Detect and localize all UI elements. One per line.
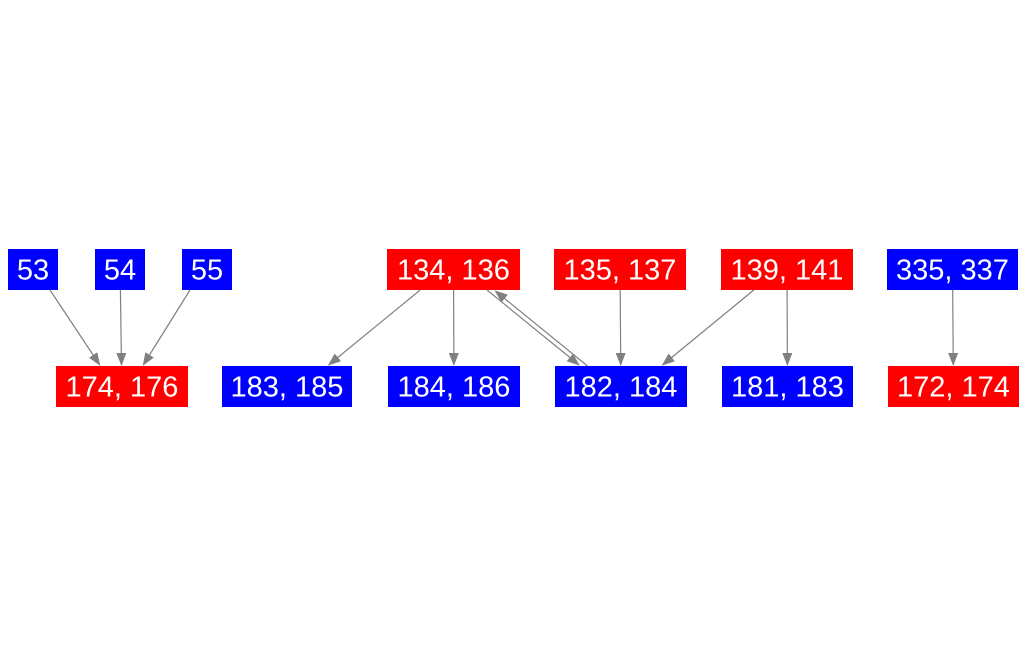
node-label: 139, 141 bbox=[731, 255, 844, 287]
node-layer: 53 54 55 134, 136 135, 137 139, 141 335, 337 17… bbox=[8, 249, 1019, 407]
edge-layer bbox=[49, 289, 959, 367]
node-box bbox=[888, 366, 1019, 407]
edge-335-337-to-172-174 bbox=[948, 289, 959, 366]
node-139-141: 139, 141 bbox=[721, 249, 853, 290]
node-label: 174, 176 bbox=[66, 372, 179, 404]
node-box bbox=[182, 249, 232, 290]
edge-134-136-to-183-185 bbox=[327, 289, 421, 366]
node-label: 184, 186 bbox=[398, 372, 511, 404]
edge-53-to-174-176 bbox=[49, 289, 101, 366]
node-box bbox=[56, 366, 188, 407]
node-label: 54 bbox=[104, 255, 136, 287]
edge-54-to-174-176 bbox=[116, 289, 127, 366]
node-box bbox=[555, 366, 687, 407]
node-label: 181, 183 bbox=[731, 372, 844, 404]
node-label: 183, 185 bbox=[231, 372, 344, 404]
node-174-176: 174, 176 bbox=[56, 366, 188, 407]
node-label: 182, 184 bbox=[565, 372, 678, 404]
node-181-183: 181, 183 bbox=[722, 366, 853, 407]
node-box bbox=[721, 249, 853, 290]
edge-182-184-to-134-136 bbox=[494, 290, 588, 367]
node-box bbox=[388, 366, 520, 407]
edge-135-137-to-182-184 bbox=[615, 289, 626, 366]
node-134-136: 134, 136 bbox=[387, 249, 520, 290]
node-label: 55 bbox=[191, 255, 223, 287]
node-182-184: 182, 184 bbox=[555, 366, 687, 407]
node-box bbox=[387, 249, 520, 290]
node-55: 55 bbox=[182, 249, 232, 290]
node-label: 135, 137 bbox=[564, 255, 677, 287]
node-box bbox=[8, 249, 58, 290]
node-label: 172, 174 bbox=[897, 372, 1010, 404]
node-label: 335, 337 bbox=[896, 255, 1009, 287]
edge-55-to-174-176 bbox=[142, 289, 191, 366]
node-335-337: 335, 337 bbox=[887, 249, 1018, 290]
node-172-174: 172, 174 bbox=[888, 366, 1019, 407]
node-54: 54 bbox=[95, 249, 145, 290]
edge-139-141-to-182-184 bbox=[661, 289, 755, 366]
node-box bbox=[887, 249, 1018, 290]
node-label: 53 bbox=[17, 255, 49, 287]
node-53: 53 bbox=[8, 249, 58, 290]
node-box bbox=[722, 366, 853, 407]
node-135-137: 135, 137 bbox=[554, 249, 686, 290]
node-box bbox=[95, 249, 145, 290]
node-box bbox=[222, 366, 352, 407]
edge-134-136-to-182-184 bbox=[486, 289, 580, 366]
node-box bbox=[554, 249, 686, 290]
node-184-186: 184, 186 bbox=[388, 366, 520, 407]
node-label: 134, 136 bbox=[397, 255, 510, 287]
node-183-185: 183, 185 bbox=[222, 366, 352, 407]
